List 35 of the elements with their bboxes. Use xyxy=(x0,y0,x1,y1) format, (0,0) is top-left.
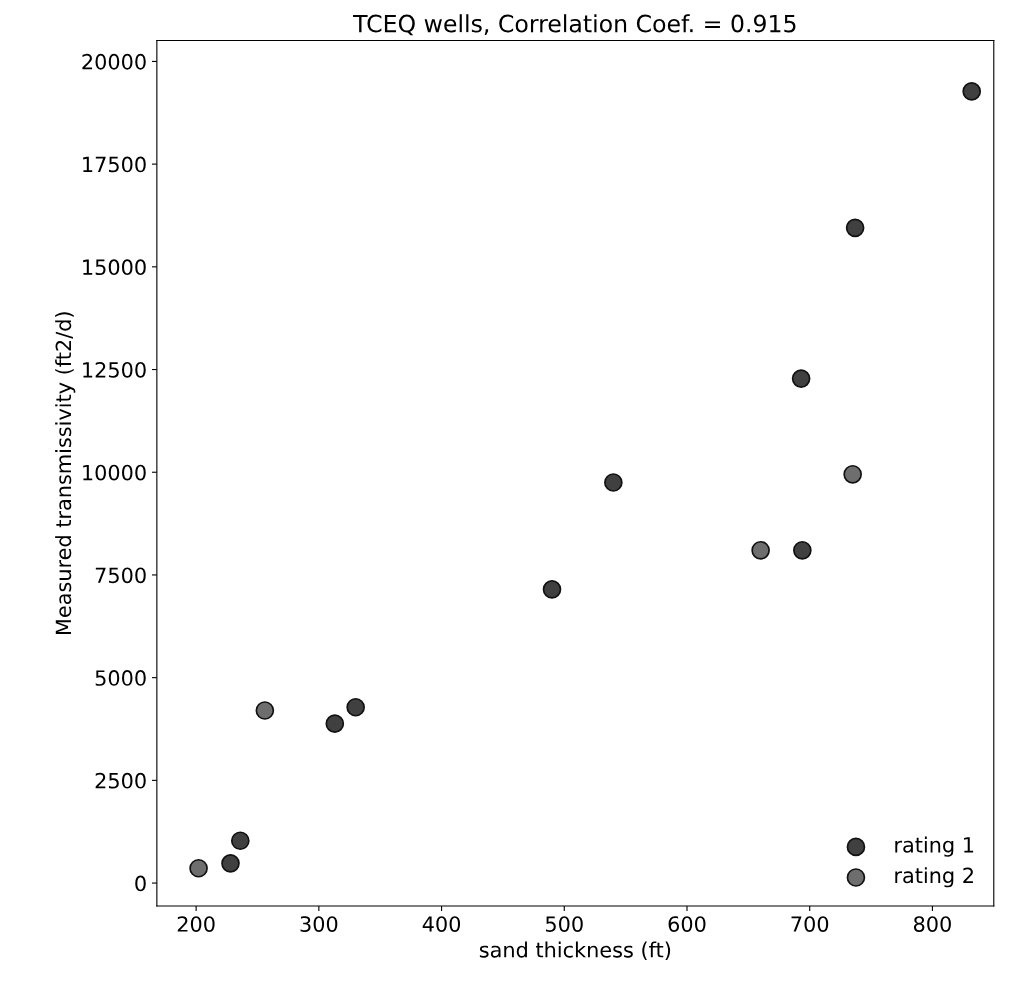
legend-label: rating 1 xyxy=(895,836,974,857)
point xyxy=(230,831,250,851)
point xyxy=(791,369,811,388)
point xyxy=(845,218,865,238)
legend-label: rating 2 xyxy=(895,867,973,888)
point xyxy=(325,714,345,734)
y-tick-label: 20000 xyxy=(82,53,146,70)
x-tick-label: 500 xyxy=(546,916,583,932)
point xyxy=(962,82,982,101)
point xyxy=(793,540,812,560)
y-tick-label: 7500 xyxy=(95,567,146,584)
point xyxy=(189,858,208,878)
point xyxy=(346,697,365,717)
x-tick-label: 300 xyxy=(300,916,338,932)
point xyxy=(542,579,562,599)
y-tick-label: 10000 xyxy=(83,464,146,481)
x-tick-label: 800 xyxy=(913,916,951,932)
y-tick-label: 2500 xyxy=(95,772,146,789)
point xyxy=(604,473,623,492)
point xyxy=(751,540,770,560)
y-axis-title: Measured transmissivity (ft2/d) xyxy=(55,312,76,635)
point xyxy=(255,701,275,720)
y-tick-label: 17500 xyxy=(83,156,146,173)
y-tick-label: 0 xyxy=(135,875,146,892)
x-tick-label: 700 xyxy=(791,916,829,932)
x-axis-title: sand thickness (ft) xyxy=(479,941,671,961)
x-tick-label: 600 xyxy=(668,916,706,932)
y-tick-label: 12500 xyxy=(83,361,146,378)
point xyxy=(221,854,240,873)
chart-title: TCEQ wells, Correlation Coef. = 0.915 xyxy=(353,14,796,36)
x-tick-label: 200 xyxy=(177,916,215,932)
y-tick-label: 5000 xyxy=(95,670,146,686)
point xyxy=(843,464,863,484)
x-tick-label: 400 xyxy=(422,916,461,932)
y-tick-label: 15000 xyxy=(83,259,146,276)
